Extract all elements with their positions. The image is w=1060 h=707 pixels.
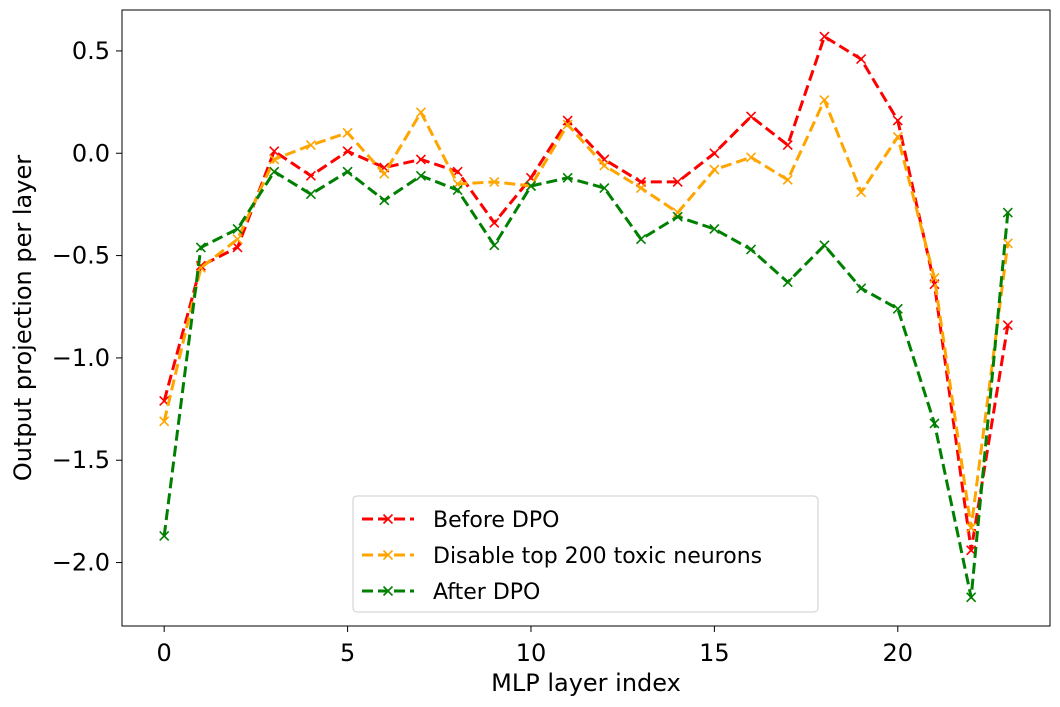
data-point (892, 303, 903, 314)
y-axis-label: Output projection per layer (9, 155, 37, 481)
data-point (525, 180, 537, 192)
data-point (415, 154, 427, 165)
data-point (1002, 320, 1013, 331)
data-point (232, 234, 243, 245)
data-point (1002, 207, 1013, 218)
data-point (672, 207, 683, 218)
data-point (709, 148, 720, 159)
data-point (305, 170, 316, 181)
data-point (856, 187, 867, 198)
data-point (159, 530, 170, 542)
data-point (232, 223, 243, 235)
x-tick-label: 20 (883, 639, 914, 667)
data-point (892, 115, 903, 126)
data-point (452, 166, 463, 177)
data-point (562, 119, 573, 130)
data-point (782, 277, 793, 288)
data-point (672, 211, 683, 222)
data-point (562, 115, 573, 126)
data-point (856, 283, 867, 294)
series-layer (159, 31, 1013, 603)
y-tick-label: −1.0 (52, 344, 110, 372)
x-tick-label: 10 (516, 639, 547, 667)
y-axis-ticks: 0.5 0.0 −0.5 −1.0 −1.5 −2.0 (52, 37, 122, 577)
data-point (415, 107, 427, 118)
data-point (489, 217, 500, 228)
data-point (379, 195, 390, 206)
data-point (599, 160, 610, 171)
data-point (232, 242, 243, 253)
data-point (672, 176, 683, 187)
data-point (415, 170, 427, 181)
data-point (856, 54, 867, 65)
data-point (819, 31, 830, 42)
data-point (342, 146, 353, 157)
legend-item: After DPO (362, 580, 540, 605)
legend-item: Before DPO (362, 508, 559, 533)
data-point (195, 242, 206, 253)
y-tick-label: −0.5 (52, 242, 110, 270)
x-axis-label: MLP layer index (491, 669, 681, 697)
legend-marker (382, 513, 394, 525)
data-point (562, 172, 573, 183)
legend-item: Disable top 200 toxic neurons (362, 544, 762, 569)
legend-label: After DPO (433, 580, 540, 605)
data-point (929, 273, 940, 284)
data-point (159, 416, 170, 427)
data-point (305, 189, 316, 200)
data-point (269, 166, 280, 177)
legend-marker (382, 549, 394, 561)
x-axis-ticks: 0 5 10 15 20 (157, 626, 914, 667)
series-line (162, 98, 1010, 530)
series-1 (159, 31, 1013, 556)
data-point (966, 522, 977, 533)
legend: Before DPO Disable top 200 toxic neurons A… (352, 495, 819, 613)
data-point (489, 176, 500, 187)
data-point (342, 166, 353, 177)
y-tick-label: 0.0 (72, 139, 110, 167)
data-point (709, 223, 720, 235)
data-point (599, 182, 610, 194)
data-point (745, 244, 757, 255)
data-point (269, 146, 280, 157)
data-point (892, 131, 903, 142)
legend-box (352, 495, 819, 613)
plot-frame (121, 9, 1051, 627)
legend-marker (382, 585, 394, 597)
y-tick-label: −2.0 (52, 549, 110, 577)
data-point (452, 185, 463, 196)
data-point (819, 240, 830, 251)
legend-label: Disable top 200 toxic neurons (433, 544, 762, 569)
data-point (782, 140, 793, 151)
data-point (269, 154, 280, 165)
data-point (305, 140, 316, 151)
data-point (966, 592, 977, 603)
legend-items: Before DPO Disable top 200 toxic neurons A… (362, 508, 762, 605)
legend-label: Before DPO (433, 508, 559, 533)
series-line (162, 35, 1010, 552)
data-point (635, 182, 647, 194)
data-point (342, 127, 353, 138)
data-point (782, 174, 793, 185)
y-tick-label: 0.5 (72, 37, 110, 65)
data-point (709, 164, 720, 175)
x-tick-label: 0 (157, 639, 172, 667)
data-point (489, 240, 500, 251)
x-tick-label: 5 (340, 639, 355, 667)
x-tick-label: 15 (699, 639, 730, 667)
data-point (379, 168, 390, 179)
series-3 (159, 166, 1013, 603)
data-point (819, 94, 830, 106)
data-point (929, 418, 940, 429)
data-point (635, 234, 647, 245)
data-point (745, 111, 757, 122)
y-tick-label: −1.5 (52, 446, 110, 474)
data-point (745, 152, 757, 163)
series-line (162, 170, 1010, 599)
